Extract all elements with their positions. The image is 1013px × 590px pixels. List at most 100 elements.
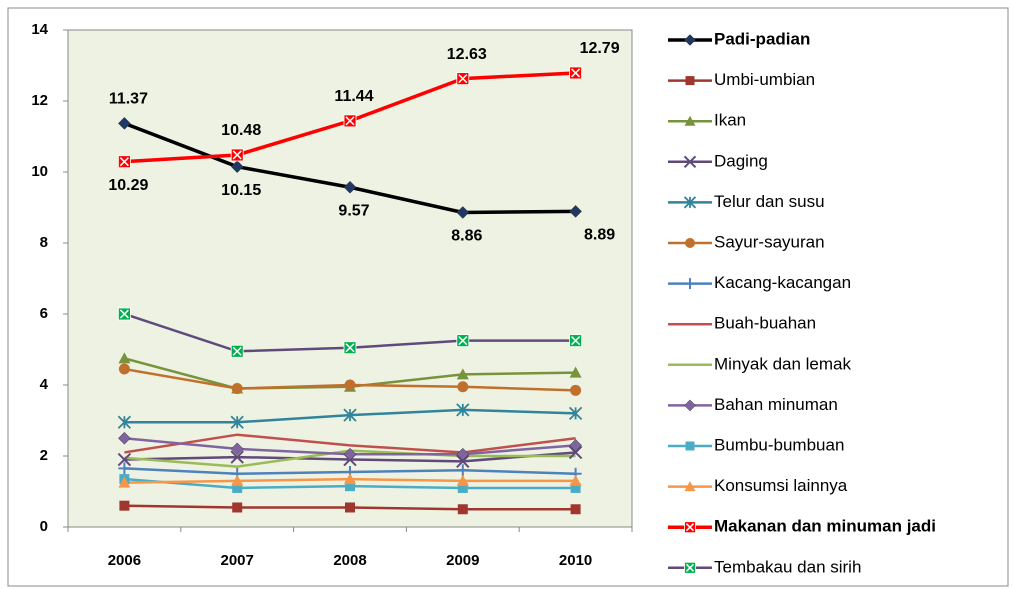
data-label: 10.48	[221, 122, 261, 139]
marker	[232, 482, 243, 493]
marker	[570, 384, 582, 396]
marker-shape	[230, 415, 244, 429]
legend-label: Padi-padian	[714, 29, 810, 48]
marker-shape	[230, 442, 244, 456]
marker	[231, 383, 243, 395]
marker-shape	[118, 476, 131, 488]
marker	[344, 379, 356, 391]
data-label: 10.29	[108, 177, 148, 194]
marker	[456, 72, 470, 86]
marker-shape	[457, 482, 468, 493]
data-label: 12.63	[447, 46, 487, 63]
marker	[230, 160, 244, 174]
legend-item: Minyak dan lemak	[668, 354, 852, 373]
legend-item: Telur dan susu	[668, 192, 825, 211]
marker	[569, 205, 582, 218]
marker-shape	[569, 474, 582, 486]
marker	[457, 381, 469, 393]
legend-item: Kacang-kacangan	[668, 273, 851, 292]
marker-shape	[571, 336, 581, 346]
y-tick-label: 14	[31, 21, 48, 38]
marker	[230, 344, 244, 358]
legend-item: Buah-buahan	[668, 314, 816, 333]
marker	[569, 66, 582, 80]
legend-item: Tembakau dan sirih	[668, 557, 861, 576]
marker-shape	[458, 74, 468, 84]
marker	[456, 447, 470, 461]
marker	[569, 438, 582, 452]
marker	[456, 474, 469, 486]
marker-shape	[685, 441, 695, 451]
marker-shape	[685, 523, 695, 532]
marker	[118, 155, 131, 169]
legend-item: Bumbu-bumbuan	[668, 435, 844, 454]
marker-shape	[117, 452, 132, 467]
marker	[684, 115, 696, 126]
marker	[118, 431, 131, 445]
marker	[456, 464, 469, 477]
marker	[119, 500, 130, 511]
marker-shape	[570, 384, 582, 396]
marker-shape	[457, 504, 468, 515]
x-tick-label: 2006	[108, 552, 141, 569]
marker	[684, 278, 696, 290]
marker	[344, 473, 356, 485]
marker-shape	[684, 399, 696, 412]
marker-shape	[456, 447, 470, 461]
marker	[118, 462, 131, 475]
marker	[343, 447, 357, 461]
marker	[457, 482, 468, 493]
marker-shape	[118, 431, 131, 445]
y-tick-label: 8	[40, 234, 48, 251]
marker-shape	[568, 406, 583, 421]
x-tick-label: 2007	[221, 552, 254, 569]
x-tick-label: 2009	[446, 552, 479, 569]
marker	[685, 238, 695, 248]
y-tick-label: 0	[40, 518, 48, 535]
y-tick-label: 2	[40, 447, 48, 464]
legend-label: Ikan	[714, 111, 746, 130]
marker	[118, 307, 131, 321]
marker-shape	[232, 482, 243, 493]
marker	[569, 334, 582, 348]
marker-shape	[685, 76, 695, 86]
legend-item: Makanan dan minuman jadi	[668, 517, 936, 536]
marker-shape	[119, 309, 129, 319]
marker-shape	[456, 474, 469, 486]
y-tick-label: 6	[40, 305, 48, 322]
y-tick-label: 12	[31, 92, 48, 109]
marker-shape	[684, 115, 696, 126]
legend-label: Kacang-kacangan	[714, 273, 851, 292]
marker	[456, 206, 470, 219]
x-tick-label: 2010	[559, 552, 592, 569]
marker-shape	[231, 474, 244, 486]
marker-shape	[456, 206, 470, 219]
marker	[569, 366, 582, 378]
y-tick-label: 4	[40, 376, 49, 393]
marker-shape	[568, 445, 583, 460]
marker-shape	[345, 116, 355, 126]
marker-shape	[685, 238, 695, 248]
marker-shape	[569, 438, 582, 452]
marker	[456, 334, 470, 348]
marker-shape	[343, 447, 357, 461]
legend-item: Padi-padian	[668, 29, 810, 48]
legend-label: Tembakau dan sirih	[714, 557, 861, 576]
marker-shape	[569, 205, 582, 218]
marker-shape	[230, 160, 244, 174]
data-label: 12.79	[580, 40, 620, 57]
marker	[117, 452, 132, 467]
y-tick-label: 10	[31, 163, 48, 180]
marker	[343, 341, 357, 355]
data-label: 10.15	[221, 182, 261, 199]
data-label: 11.37	[109, 91, 148, 108]
marker	[685, 441, 695, 451]
legend-label: Telur dan susu	[714, 192, 825, 211]
series-line	[124, 433, 576, 454]
marker-shape	[119, 157, 129, 167]
marker-shape	[344, 473, 356, 485]
marker	[118, 352, 131, 364]
marker	[343, 180, 357, 194]
marker-shape	[118, 352, 131, 364]
